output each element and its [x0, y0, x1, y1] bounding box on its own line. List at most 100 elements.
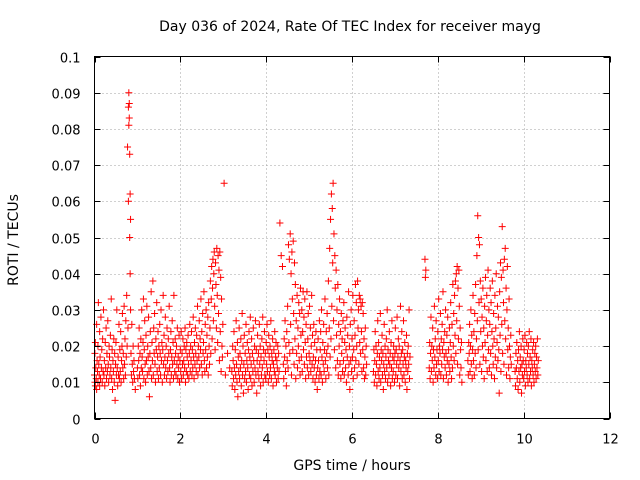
- data-point-marker: [143, 371, 151, 379]
- data-point-marker: [514, 386, 522, 394]
- data-point-marker: [197, 295, 205, 303]
- data-point-marker: [445, 324, 453, 332]
- data-point-marker: [265, 331, 273, 339]
- data-point-marker: [375, 353, 383, 361]
- data-point-marker: [454, 335, 462, 343]
- data-point-marker: [387, 364, 395, 372]
- data-point-marker: [339, 367, 347, 375]
- data-point-marker: [127, 306, 135, 314]
- x-tick-label: 8: [434, 433, 442, 448]
- data-point-marker: [380, 360, 388, 368]
- data-point-marker: [298, 306, 306, 314]
- data-point-marker: [495, 346, 503, 354]
- data-point-marker: [356, 338, 364, 346]
- data-point-marker: [128, 360, 136, 368]
- data-point-marker: [148, 338, 156, 346]
- data-point-marker: [358, 299, 366, 307]
- data-point-marker: [315, 357, 323, 365]
- data-point-marker: [504, 324, 512, 332]
- data-point-marker: [100, 357, 108, 365]
- data-point-marker: [317, 371, 325, 379]
- data-point-marker: [254, 367, 262, 375]
- data-point-marker: [330, 230, 338, 238]
- data-point-marker: [146, 328, 154, 336]
- data-point-marker: [96, 328, 104, 336]
- data-point-marker: [292, 375, 300, 383]
- data-point-marker: [333, 331, 341, 339]
- data-point-marker: [473, 252, 481, 260]
- data-point-marker: [466, 367, 474, 375]
- data-point-marker: [354, 277, 362, 285]
- data-point-marker: [303, 288, 311, 296]
- data-point-marker: [349, 291, 357, 299]
- data-point-marker: [268, 349, 276, 357]
- data-point-marker: [163, 324, 171, 332]
- data-point-marker: [246, 313, 254, 321]
- data-point-marker: [334, 371, 342, 379]
- data-point-marker: [150, 324, 158, 332]
- data-point-marker: [481, 273, 489, 281]
- data-point-marker: [375, 338, 383, 346]
- data-point-marker: [246, 353, 254, 361]
- y-tick-label: 0.05: [52, 233, 81, 248]
- data-point-marker: [372, 371, 380, 379]
- axis-ticks: [94, 56, 611, 420]
- data-point-marker: [339, 357, 347, 365]
- data-point-marker: [175, 378, 183, 386]
- data-point-marker: [244, 386, 252, 394]
- data-point-marker: [287, 371, 295, 379]
- data-point-marker: [262, 338, 270, 346]
- data-point-marker: [244, 364, 252, 372]
- data-point-marker: [216, 248, 224, 256]
- data-point-marker: [245, 346, 253, 354]
- data-point-marker: [162, 342, 170, 350]
- data-point-marker: [436, 310, 444, 318]
- data-point-marker: [109, 386, 117, 394]
- data-point-marker: [260, 328, 268, 336]
- data-point-marker: [299, 328, 307, 336]
- data-point-marker: [264, 346, 272, 354]
- data-point-marker: [230, 375, 238, 383]
- data-point-marker: [231, 346, 239, 354]
- data-point-marker: [206, 324, 214, 332]
- data-point-marker: [224, 349, 232, 357]
- data-point-marker: [155, 342, 163, 350]
- data-point-marker: [292, 317, 300, 325]
- data-point-marker: [435, 367, 443, 375]
- data-point-marker: [533, 364, 541, 372]
- data-point-marker: [166, 346, 174, 354]
- data-point-marker: [520, 375, 528, 383]
- data-point-marker: [181, 364, 189, 372]
- data-point-marker: [525, 328, 533, 336]
- data-point-marker: [189, 364, 197, 372]
- data-point-marker: [215, 266, 223, 274]
- data-point-marker: [209, 317, 217, 325]
- data-point-marker: [267, 317, 275, 325]
- data-point-marker: [351, 281, 359, 289]
- data-point-marker: [177, 328, 185, 336]
- data-point-marker: [474, 212, 482, 220]
- data-point-marker: [310, 320, 318, 328]
- data-point-marker: [175, 331, 183, 339]
- data-point-marker: [191, 360, 199, 368]
- data-point-marker: [144, 353, 152, 361]
- data-point-marker: [505, 295, 513, 303]
- data-point-marker: [403, 386, 411, 394]
- data-point-marker: [204, 371, 212, 379]
- data-point-marker: [443, 357, 451, 365]
- data-point-marker: [125, 121, 133, 129]
- data-point-marker: [187, 328, 195, 336]
- data-point-marker: [275, 349, 283, 357]
- data-point-marker: [392, 371, 400, 379]
- data-point-marker: [106, 331, 114, 339]
- data-point-marker: [502, 284, 510, 292]
- data-point-marker: [284, 241, 292, 249]
- data-point-marker: [196, 364, 204, 372]
- data-point-marker: [323, 349, 331, 357]
- data-point-marker: [332, 364, 340, 372]
- data-point-marker: [248, 335, 256, 343]
- data-point-marker: [163, 357, 171, 365]
- data-point-marker: [149, 277, 157, 285]
- data-point-marker: [240, 331, 248, 339]
